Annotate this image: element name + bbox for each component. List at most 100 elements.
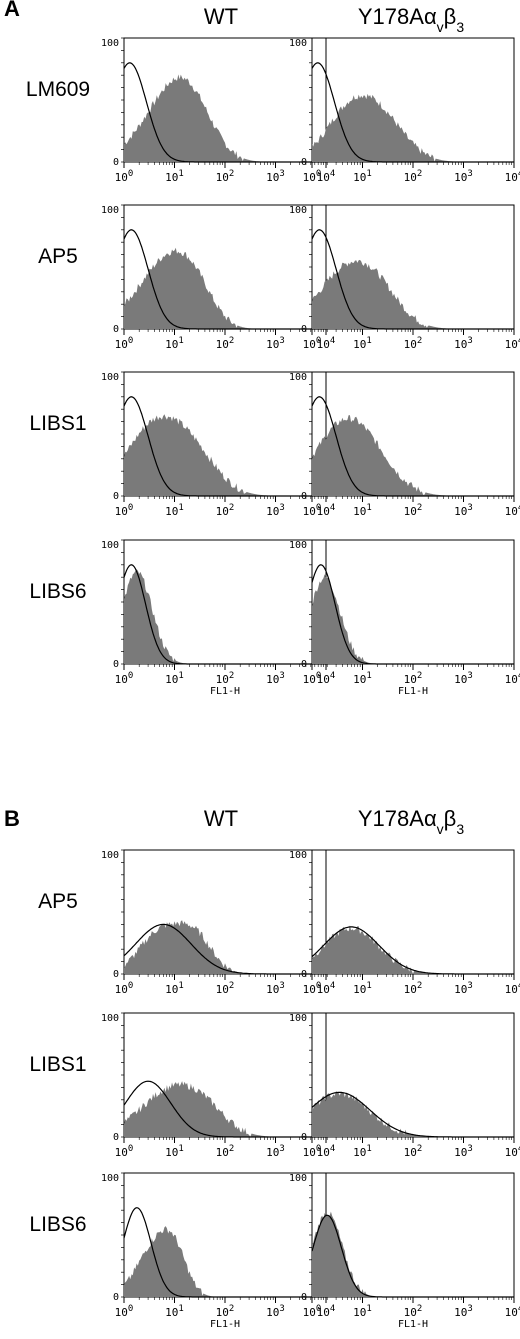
x-tick-label: 101 xyxy=(165,1304,184,1319)
x-tick-label: 100 xyxy=(303,671,322,686)
x-tick-label: 103 xyxy=(454,169,473,184)
y-tick-label: 100 xyxy=(289,372,307,383)
y-tick-label: 0 xyxy=(301,324,307,335)
y-tick-label: 0 xyxy=(113,1132,119,1143)
control-histogram xyxy=(311,1091,514,1138)
y-tick-label: 100 xyxy=(101,1013,119,1024)
x-tick-label: 104 xyxy=(505,1304,520,1319)
stain-histogram xyxy=(312,415,514,496)
x-tick-label: 104 xyxy=(317,1304,336,1319)
x-tick-label: 100 xyxy=(303,981,322,996)
x-tick-label: 104 xyxy=(317,671,336,686)
x-tick-label: 102 xyxy=(216,336,235,351)
x-tick-label: 101 xyxy=(353,336,372,351)
x-tick-label: 100 xyxy=(115,336,134,351)
row-label-libs6: LIBS6 xyxy=(29,1213,86,1236)
x-tick-label: 103 xyxy=(266,671,285,686)
column-header-mutant: Y178Aαvβ3 xyxy=(358,4,464,35)
stain-histogram xyxy=(124,247,326,329)
y-tick-label: 100 xyxy=(289,1013,307,1024)
control-histogram xyxy=(123,396,326,497)
x-tick-label: 100 xyxy=(303,169,322,184)
y-tick-label: 0 xyxy=(113,324,119,335)
stain-histogram xyxy=(312,259,514,329)
control-histogram xyxy=(311,62,514,163)
control-histogram xyxy=(311,926,514,975)
y-tick-label: 100 xyxy=(289,38,307,49)
column-header-mutant: Y178Aαvβ3 xyxy=(358,806,464,837)
x-tick-label: 102 xyxy=(404,1144,423,1159)
x-tick-label: 101 xyxy=(165,503,184,518)
x-tick-label: 102 xyxy=(404,503,423,518)
y-tick-label: 100 xyxy=(289,850,307,861)
x-tick-label: 103 xyxy=(266,503,285,518)
x-tick-label: 103 xyxy=(266,336,285,351)
x-tick-label: 101 xyxy=(353,671,372,686)
y-tick-label: 100 xyxy=(101,540,119,551)
x-tick-label: 100 xyxy=(115,503,134,518)
control-histogram xyxy=(123,923,326,975)
x-tick-label: 103 xyxy=(454,503,473,518)
x-tick-label: 104 xyxy=(317,503,336,518)
y-tick-label: 0 xyxy=(113,1292,119,1303)
y-tick-label: 0 xyxy=(113,491,119,502)
stain-histogram xyxy=(124,569,326,664)
panel-letter: B xyxy=(4,806,20,831)
x-tick-label: 102 xyxy=(216,671,235,686)
y-tick-label: 0 xyxy=(301,491,307,502)
x-tick-label: 103 xyxy=(454,336,473,351)
x-tick-label: 100 xyxy=(303,503,322,518)
stain-histogram xyxy=(124,414,326,496)
y-tick-label: 0 xyxy=(113,659,119,670)
row-label-lm609: LM609 xyxy=(26,78,90,101)
stain-histogram xyxy=(124,74,326,162)
stain-histogram xyxy=(312,93,514,162)
y-tick-label: 0 xyxy=(301,969,307,980)
x-tick-label: 103 xyxy=(454,671,473,686)
x-tick-label: 101 xyxy=(353,981,372,996)
y-tick-label: 100 xyxy=(289,540,307,551)
control-histogram xyxy=(311,1214,514,1298)
column-header-wt: WT xyxy=(204,4,238,29)
x-tick-label: 100 xyxy=(115,671,134,686)
x-tick-label: 100 xyxy=(303,1304,322,1319)
x-tick-label: 100 xyxy=(303,1144,322,1159)
x-tick-label: 104 xyxy=(317,336,336,351)
x-tick-label: 101 xyxy=(165,1144,184,1159)
x-tick-label: 104 xyxy=(317,1144,336,1159)
x-tick-label: 102 xyxy=(216,169,235,184)
x-tick-label: 104 xyxy=(317,981,336,996)
x-tick-label: 104 xyxy=(505,336,520,351)
x-axis-label: FL1-H xyxy=(398,1319,428,1330)
row-label-libs1: LIBS1 xyxy=(29,412,86,435)
x-tick-label: 103 xyxy=(454,1144,473,1159)
x-tick-label: 102 xyxy=(216,981,235,996)
y-tick-label: 0 xyxy=(301,1292,307,1303)
row-label-ap5: AP5 xyxy=(38,245,78,268)
y-tick-label: 0 xyxy=(113,157,119,168)
stain-histogram xyxy=(124,920,326,974)
y-tick-label: 0 xyxy=(301,1132,307,1143)
x-axis-label: FL1-H xyxy=(210,686,240,697)
x-tick-label: 101 xyxy=(353,1304,372,1319)
control-histogram xyxy=(311,229,514,330)
stain-histogram xyxy=(312,1091,514,1137)
x-tick-label: 100 xyxy=(115,1144,134,1159)
x-tick-label: 102 xyxy=(404,671,423,686)
x-axis-label: FL1-H xyxy=(210,1319,240,1330)
x-tick-label: 104 xyxy=(505,169,520,184)
x-tick-label: 104 xyxy=(505,671,520,686)
control-histogram xyxy=(123,1207,326,1298)
y-tick-label: 100 xyxy=(101,372,119,383)
x-tick-label: 100 xyxy=(115,981,134,996)
x-tick-label: 101 xyxy=(165,981,184,996)
control-histogram xyxy=(311,396,514,497)
